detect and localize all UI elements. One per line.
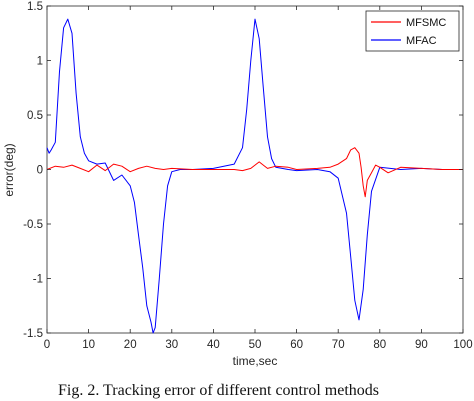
x-axis-label: time,sec: [233, 354, 278, 368]
plot-area: [46, 5, 464, 334]
y-tick-label: 1.5: [27, 1, 43, 13]
x-tick-label: 40: [207, 339, 220, 351]
ticks-layer: 0 10 20 30 40 50 60 70 80 90 100 -1.5 -1 -0.5 0 0.5 1 1.5: [23, 1, 472, 351]
y-tick-label: -0.5: [23, 219, 43, 231]
y-tick-label: 1: [37, 56, 43, 68]
series-layer: [46, 18, 463, 334]
legend-label-mfsmc: MFSMC: [406, 17, 446, 29]
x-tick-label: 10: [82, 339, 95, 351]
series-line-mfsmc: [46, 147, 463, 198]
x-tick-label: 80: [373, 339, 386, 351]
y-tick-label: -1.5: [23, 328, 43, 340]
legend-box: [365, 10, 460, 52]
x-tick-label: 30: [165, 339, 178, 351]
x-tick-label: 50: [249, 339, 262, 351]
y-tick-label: -1: [33, 274, 43, 286]
y-axis-label: error(deg): [2, 143, 16, 196]
x-tick-label: 0: [44, 339, 50, 351]
y-tick-label: 0.5: [27, 110, 43, 122]
x-tick-label: 20: [124, 339, 137, 351]
x-tick-label: 70: [332, 339, 345, 351]
x-tick-label: 90: [415, 339, 428, 351]
figure-caption: Fig. 2. Tracking error of different cont…: [58, 382, 379, 399]
y-tick-label: 0: [37, 165, 43, 177]
legend: MFSMC MFAC: [365, 10, 460, 52]
legend-label-mfac: MFAC: [406, 35, 437, 47]
x-tick-label: 60: [290, 339, 303, 351]
x-tick-label: 100: [453, 339, 472, 351]
